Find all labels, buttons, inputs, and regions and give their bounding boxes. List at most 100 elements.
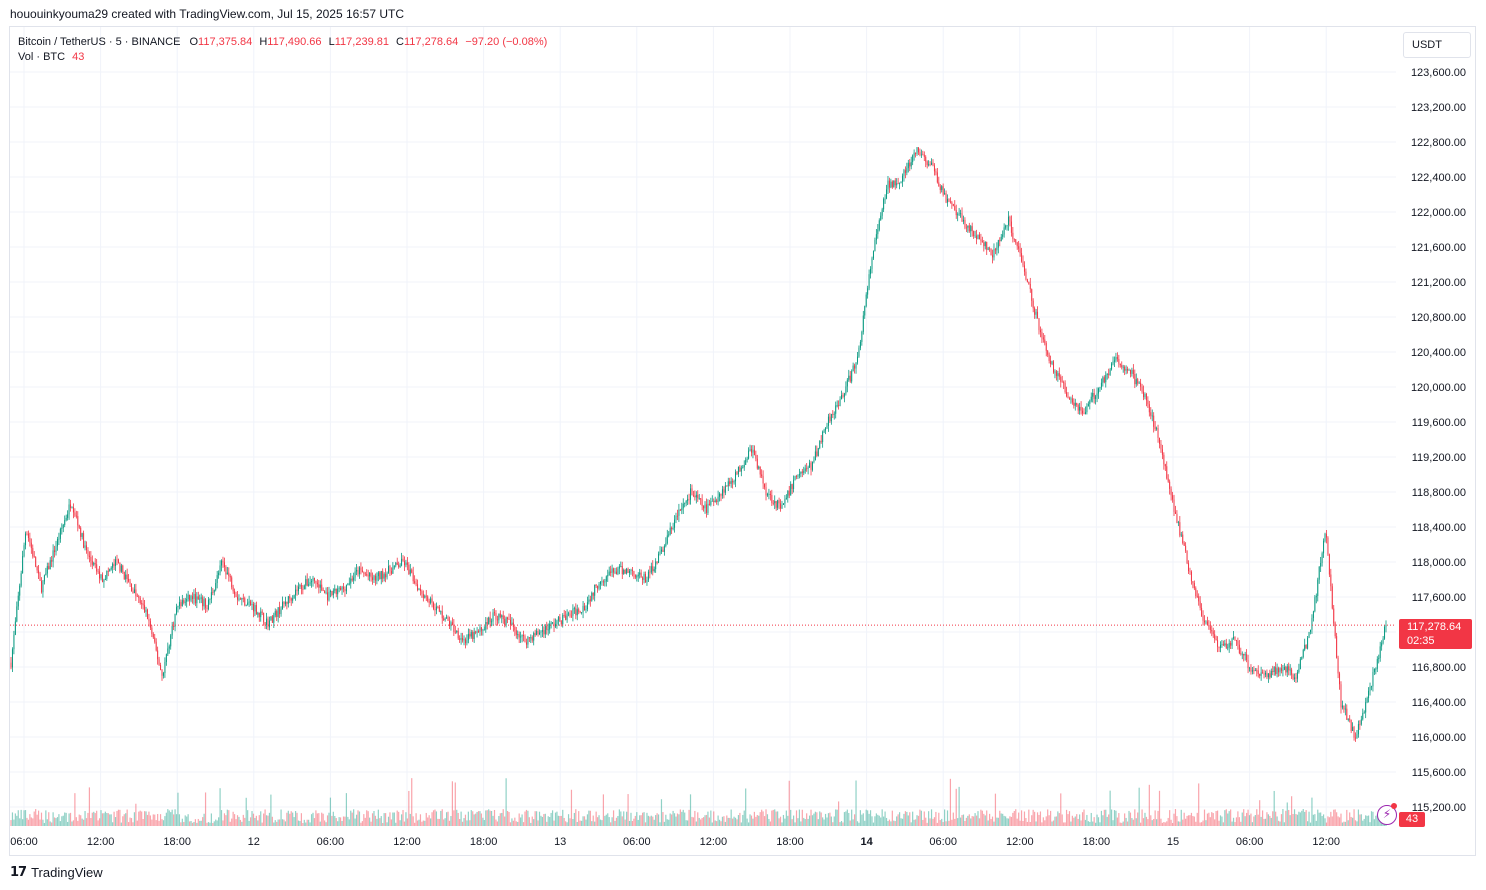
volume-bar [1347, 820, 1349, 826]
volume-bar [1250, 813, 1252, 826]
volume-bar [594, 821, 596, 826]
volume-bar [123, 814, 125, 826]
volume-bar [626, 811, 628, 826]
volume-bar [1318, 812, 1320, 826]
volume-bar [1090, 812, 1092, 826]
candle-body [496, 619, 498, 621]
candle-body [1295, 677, 1297, 679]
candle-body [83, 533, 85, 548]
volume-bar [319, 821, 321, 826]
volume-bar [993, 821, 995, 826]
volume-bar [29, 814, 31, 826]
candle-body [679, 509, 681, 511]
candle-body [697, 494, 699, 499]
volume-bar [369, 817, 371, 826]
candle-body [739, 466, 741, 472]
volume-bar [640, 815, 642, 826]
volume-bar [157, 813, 159, 826]
candle-body [1109, 369, 1111, 375]
candle-body [364, 573, 366, 575]
candle-body [563, 615, 565, 616]
volume-bar [348, 819, 350, 826]
candle-body [1343, 705, 1345, 710]
lightning-icon[interactable]: ⚡ [1377, 805, 1397, 825]
candle-body [408, 564, 410, 575]
volume-bar [45, 810, 47, 826]
volume-bar [705, 814, 708, 826]
candle-body [1369, 686, 1371, 691]
chart-panel[interactable] [9, 26, 1476, 856]
candle-body [862, 315, 864, 332]
volume-bar [1286, 802, 1288, 826]
volume-bar [367, 811, 369, 826]
candle-body [1006, 225, 1008, 227]
symbol-title[interactable]: Bitcoin / TetherUS · 5 · BINANCE [18, 36, 181, 48]
volume-bar [197, 818, 199, 826]
volume-bar [791, 819, 793, 826]
volume-bar [1010, 816, 1012, 826]
volume-bar [1317, 809, 1319, 826]
volume-bar [1113, 810, 1116, 826]
price-tick-label: 122,400.00 [1411, 172, 1466, 184]
candle-body [1047, 350, 1049, 355]
currency-selector[interactable]: USDT [1403, 32, 1471, 58]
candle-body [1051, 361, 1053, 364]
candle-body [687, 498, 689, 501]
candle-body [809, 462, 811, 468]
candle-body [861, 331, 863, 342]
volume-bar [94, 813, 96, 826]
volume-bar [421, 821, 423, 826]
volume-bar [200, 820, 202, 826]
candle-body [1050, 360, 1052, 364]
volume-bar [1109, 790, 1111, 826]
candle-body [591, 592, 593, 601]
volume-bar [1375, 815, 1377, 826]
candle-body [457, 630, 459, 639]
volume-bar [612, 810, 615, 826]
candle-body [80, 527, 82, 537]
candle-body [1209, 626, 1211, 630]
chart-legend: Bitcoin / TetherUS · 5 · BINANCE O117,37… [18, 35, 547, 65]
candle-body [1092, 392, 1094, 397]
candle-body [509, 619, 511, 625]
candle-body [917, 147, 919, 153]
candle-body [742, 467, 744, 469]
volume-bar [1296, 814, 1299, 826]
candle-body [257, 612, 259, 615]
candle-body [309, 582, 311, 585]
volume-label[interactable]: Vol · BTC [18, 51, 66, 63]
volume-bar [1083, 809, 1085, 826]
candle-body [334, 588, 336, 591]
candle-body [880, 215, 882, 221]
volume-bar [310, 814, 313, 826]
volume-bar [78, 814, 80, 826]
candle-body [1053, 361, 1055, 373]
volume-bar [762, 811, 764, 826]
volume-bar [1292, 814, 1294, 826]
candle-body [1021, 253, 1023, 262]
candle-body [1121, 365, 1123, 368]
candle-body [456, 630, 458, 633]
volume-bar [377, 809, 379, 826]
candle-body [360, 567, 362, 571]
volume-bar [138, 811, 140, 826]
candle-body [967, 225, 969, 228]
candle-body [984, 242, 986, 247]
volume-bar [483, 820, 485, 826]
tradingview-brand[interactable]: 𝟭𝟳 TradingView [10, 864, 103, 880]
volume-bar [1154, 810, 1156, 826]
volume-bar [602, 794, 604, 826]
volume-bar [1185, 818, 1187, 826]
volume-bar [702, 817, 705, 826]
candle-body [1060, 376, 1062, 382]
candle-body [1093, 392, 1095, 399]
candle-body [518, 634, 520, 638]
volume-bar [1369, 822, 1371, 826]
candle-body [1185, 545, 1187, 551]
low-label: L [328, 36, 335, 48]
candle-body [1314, 597, 1316, 612]
candle-body [250, 601, 252, 605]
volume-bar [801, 809, 803, 826]
volume-bar [132, 822, 134, 826]
